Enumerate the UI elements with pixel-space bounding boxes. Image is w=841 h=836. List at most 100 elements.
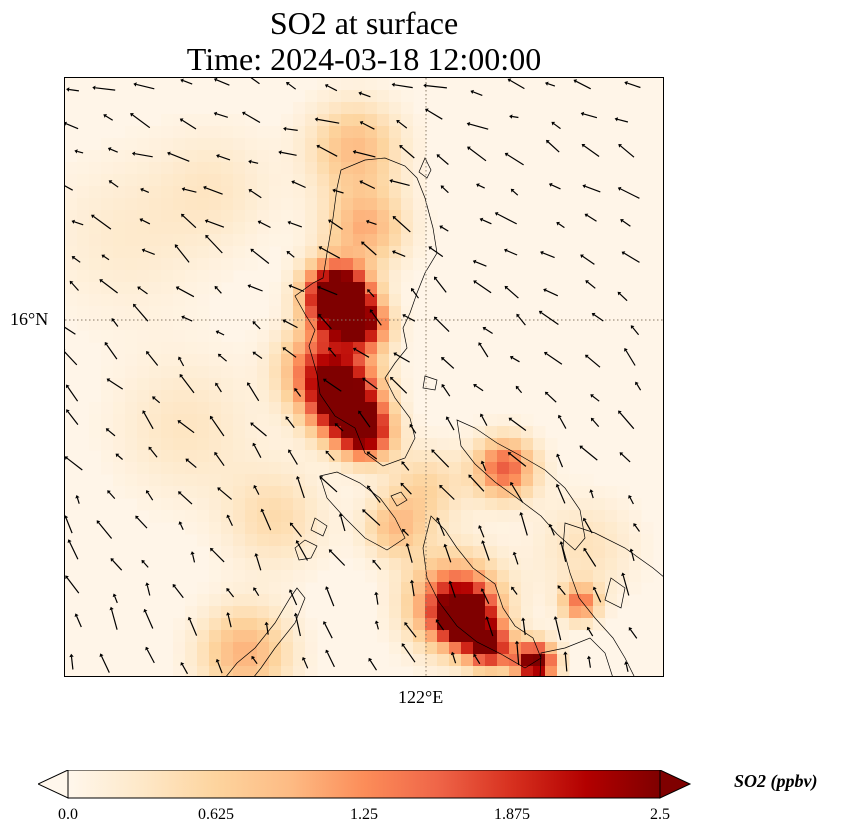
wind-arrow-shaft [336,424,344,432]
wind-arrow-shaft [402,463,410,471]
wind-arrow-shaft [564,654,568,672]
wind-arrow-head [185,458,190,463]
wind-arrow-shaft [216,384,222,393]
wind-arrow-head [328,549,333,553]
wind-arrow-head [65,575,69,580]
wind-arrow-head [402,528,406,533]
wind-arrow-head [286,82,290,86]
wind-arrow-shaft [484,328,493,335]
wind-arrow-shaft [474,655,481,665]
wind-arrow-head [390,376,394,381]
wind-arrow-shaft [590,492,594,499]
wind-arrow-shaft [442,358,455,369]
wind-arrow-shaft [625,664,629,672]
wind-arrow-head [573,79,578,84]
wind-arrow-shaft [66,577,80,594]
wind-arrow-head [179,374,184,378]
wind-arrow-shaft [520,514,528,536]
wind-arrow-shaft [430,247,444,258]
wind-arrow-shaft [286,418,295,429]
wind-arrow-head [130,113,134,117]
wind-arrow-shaft [517,387,523,394]
wind-arrow-shaft [617,118,629,123]
wind-arrow-head [401,461,406,465]
wind-arrow-head [213,78,218,82]
wind-arrow-head [145,582,150,586]
wind-arrow-head [468,474,472,479]
wind-arrow-shaft [290,222,303,228]
wind-arrow-shaft [363,510,381,526]
wind-arrow-head [504,285,509,290]
wind-arrow-head [294,388,298,392]
wind-arrow-shaft [290,591,298,606]
wind-arrow-shaft [325,380,342,392]
wind-arrow-head [617,291,622,296]
wind-arrow-shaft [575,80,591,90]
wind-arrow-head [509,355,514,360]
wind-arrow-shaft [182,215,197,229]
wind-arrow-shaft [509,453,527,467]
wind-arrow-shaft [623,252,640,263]
wind-arrow-shaft [250,190,262,199]
wind-arrow-head [582,184,586,189]
wind-arrow-head [374,620,379,624]
wind-arrow-shaft [216,113,228,118]
wind-arrow-shaft [586,356,601,368]
wind-arrow-head [252,321,257,325]
colorbar-tick: 1.875 [494,806,530,823]
wind-arrow-shaft [101,280,118,294]
wind-arrow-shaft [482,219,492,225]
wind-arrow-shaft [541,312,559,325]
wind-arrow-shaft [132,114,151,129]
wind-arrow-shaft [402,484,412,495]
wind-arrow-head [436,517,441,521]
wind-arrow-head [441,384,446,388]
wind-arrow-head [358,410,362,415]
wind-arrow-shaft [297,478,305,499]
wind-arrow-head [209,415,214,420]
wind-arrow-shaft [143,412,154,430]
wind-arrow-shaft [592,395,600,402]
wind-arrow-head [482,326,487,331]
wind-arrow-head [396,120,400,124]
wind-arrow-shaft [479,527,485,538]
wind-arrow-shaft [522,620,526,636]
wind-arrow-head [545,81,549,86]
wind-arrow-head [135,515,139,520]
wind-arrow-shaft [482,590,490,604]
wind-arrow-head [145,646,150,651]
wind-arrow-shaft [110,181,119,188]
wind-arrow-shaft [252,423,267,437]
wind-arrow-shaft [475,281,492,294]
wind-arrow-head [366,451,371,456]
wind-arrow-shaft [227,614,232,628]
wind-arrow-head [214,451,218,456]
wind-arrow-head [318,313,322,318]
wind-arrow-shaft [403,645,416,663]
wind-arrow-head [481,540,486,544]
wind-arrow-head [205,234,209,239]
wind-arrow-shaft [108,379,124,390]
wind-arrow-shaft [111,609,118,630]
wind-arrow-shaft [472,91,483,96]
wind-arrow-head [254,553,259,557]
wind-arrow-head [591,312,596,317]
wind-arrow-head [252,442,257,447]
wind-arrow-head [543,288,547,293]
wind-arrow-shaft [134,305,149,322]
coastline-path [319,471,406,551]
wind-arrow-shaft [187,460,197,469]
wind-arrow-shaft [442,186,449,194]
wind-arrow-head [448,580,453,585]
wind-arrow-head [65,121,67,126]
wind-arrow-head [226,588,230,592]
wind-arrow-head [248,159,252,164]
wind-arrow-head [548,182,553,187]
wind-arrow-head [115,453,120,458]
wind-arrow-shaft [106,344,118,360]
wind-arrow-head [445,416,450,421]
wind-arrow-head [283,126,287,131]
wind-arrow-head [619,452,624,456]
wind-arrow-head [514,640,520,644]
wind-arrow-shaft [141,219,151,225]
